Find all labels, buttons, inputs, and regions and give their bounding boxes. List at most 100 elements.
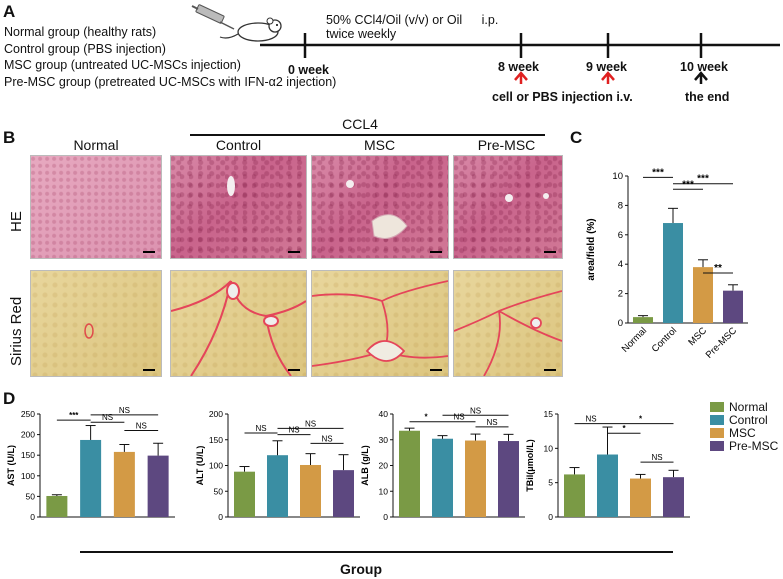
week-label-10: 10 week	[680, 60, 728, 74]
syringe-icon	[191, 4, 235, 30]
group-axis-label: Group	[340, 561, 382, 577]
significance-label: **	[714, 263, 722, 274]
group-item-control: Control group (PBS injection)	[4, 41, 166, 56]
significance-label: NS	[102, 413, 113, 422]
significance-label: NS	[136, 421, 147, 430]
y-tick-label: 8	[618, 200, 623, 211]
significance-label: ***	[697, 174, 709, 185]
bar	[80, 439, 102, 517]
y-axis-title: AST (U/L)	[6, 445, 16, 486]
group-list: Normal group (healthy rats) Control grou…	[4, 24, 336, 90]
y-tick-label: 10	[379, 486, 389, 496]
y-tick-label: 10	[544, 443, 554, 453]
y-tick-label: 0	[618, 318, 623, 329]
y-tick-label: 0	[548, 512, 553, 522]
legend-item: Pre-MSC	[710, 439, 778, 453]
chart-alb: 0 10 20 30 40 ALB (g/L) * NS NS NS	[360, 406, 525, 522]
group-item-msc: MSC group (untreated UC-MSCs injection)	[4, 58, 241, 72]
bar	[663, 477, 684, 517]
chart-tbil: 0 5 10 15 TBil(μmol/L) NS * * NS	[525, 409, 690, 522]
end-arrow-icon	[694, 71, 708, 84]
micrograph-he-msc	[311, 155, 449, 259]
col-header-control: Control	[215, 137, 262, 153]
bar	[630, 478, 651, 517]
x-tick-label: Control	[650, 325, 679, 354]
panel-b-label: B	[3, 128, 16, 147]
x-tick-label: MSC	[686, 325, 709, 348]
x-tick-label: Normal	[620, 325, 649, 354]
y-tick-label: 250	[21, 409, 35, 419]
end-label: the end	[685, 90, 730, 104]
bar	[663, 223, 683, 323]
x-tick-label: Pre-MSC	[704, 325, 739, 360]
col-header-normal: Normal	[73, 137, 119, 153]
significance-label: *	[622, 424, 626, 433]
week-label-8: 8 week	[498, 60, 540, 74]
legend-label: Control	[729, 412, 768, 427]
legend: Normal Control MSC Pre-MSC	[710, 399, 778, 453]
legend-label: Normal	[729, 399, 768, 414]
micrograph-he-normal	[30, 155, 162, 259]
y-tick-label: 5	[548, 478, 553, 488]
injection-arrow-icon	[601, 71, 615, 84]
significance-label: NS	[453, 413, 464, 422]
legend-swatch	[710, 440, 724, 451]
panel-c-label: C	[570, 128, 583, 147]
y-tick-label: 0	[383, 512, 388, 522]
significance-label: NS	[305, 419, 316, 428]
bar	[333, 470, 354, 517]
injection-arrow-icon	[514, 71, 528, 84]
micrograph-sr-control	[170, 270, 307, 377]
y-axis-title: ALT (U/L)	[195, 446, 205, 486]
significance-label: ***	[69, 411, 79, 420]
y-tick-label: 6	[618, 230, 623, 241]
significance-label: NS	[255, 424, 266, 433]
injection-label: cell or PBS injection i.v.	[492, 90, 633, 104]
micrograph-sr-msc	[311, 270, 449, 377]
group-item-pre-msc: Pre-MSC group (pretreated UC-MSCs with I…	[4, 74, 337, 89]
y-tick-label: 50	[214, 486, 224, 496]
bar	[723, 290, 743, 323]
y-tick-label: 40	[379, 409, 389, 419]
significance-label: NS	[585, 415, 596, 424]
y-tick-label: 0	[218, 512, 223, 522]
bar	[498, 441, 519, 517]
y-axis-title: TBil(μmol/L)	[525, 439, 535, 492]
micrograph-he-control	[170, 155, 307, 259]
treatment-text: 50% CCl4/Oil (v/v) or Oil i.p. twice wee…	[326, 13, 498, 41]
col-header-pre-msc: Pre-MSC	[477, 137, 536, 153]
y-tick-label: 50	[26, 491, 36, 501]
y-tick-label: 200	[21, 430, 35, 440]
bar	[693, 267, 713, 323]
bar	[597, 454, 618, 517]
bar	[147, 455, 169, 517]
syringe-rat-illustration	[191, 4, 282, 42]
bar	[432, 438, 453, 517]
y-tick-label: 20	[379, 461, 389, 471]
legend-label: MSC	[729, 425, 756, 440]
y-tick-label: 15	[544, 409, 554, 419]
significance-label: *	[639, 415, 643, 424]
significance-label: NS	[486, 418, 497, 427]
row-header-sirius: Sirius Red	[8, 296, 25, 366]
treatment-line1: 50% CCl4/Oil (v/v) or Oil	[326, 13, 463, 27]
y-tick-label: 10	[612, 171, 623, 182]
panel-a-label: A	[3, 2, 16, 21]
legend-item: Normal	[710, 399, 778, 414]
legend-swatch	[710, 427, 724, 438]
micrograph-sr-pre-msc	[453, 270, 563, 377]
significance-label: NS	[288, 426, 299, 435]
significance-label: ***	[652, 167, 664, 178]
y-tick-label: 150	[209, 435, 223, 445]
significance-label: NS	[321, 434, 332, 443]
treatment-line2: twice weekly	[326, 27, 397, 41]
group-axis-line	[80, 551, 673, 553]
bar	[46, 495, 68, 517]
y-tick-label: 0	[30, 512, 35, 522]
bar	[399, 430, 420, 517]
y-tick-label: 100	[209, 461, 223, 471]
bar	[234, 471, 255, 517]
bar	[300, 464, 321, 517]
significance-label: *	[424, 413, 428, 422]
bar	[267, 455, 288, 517]
